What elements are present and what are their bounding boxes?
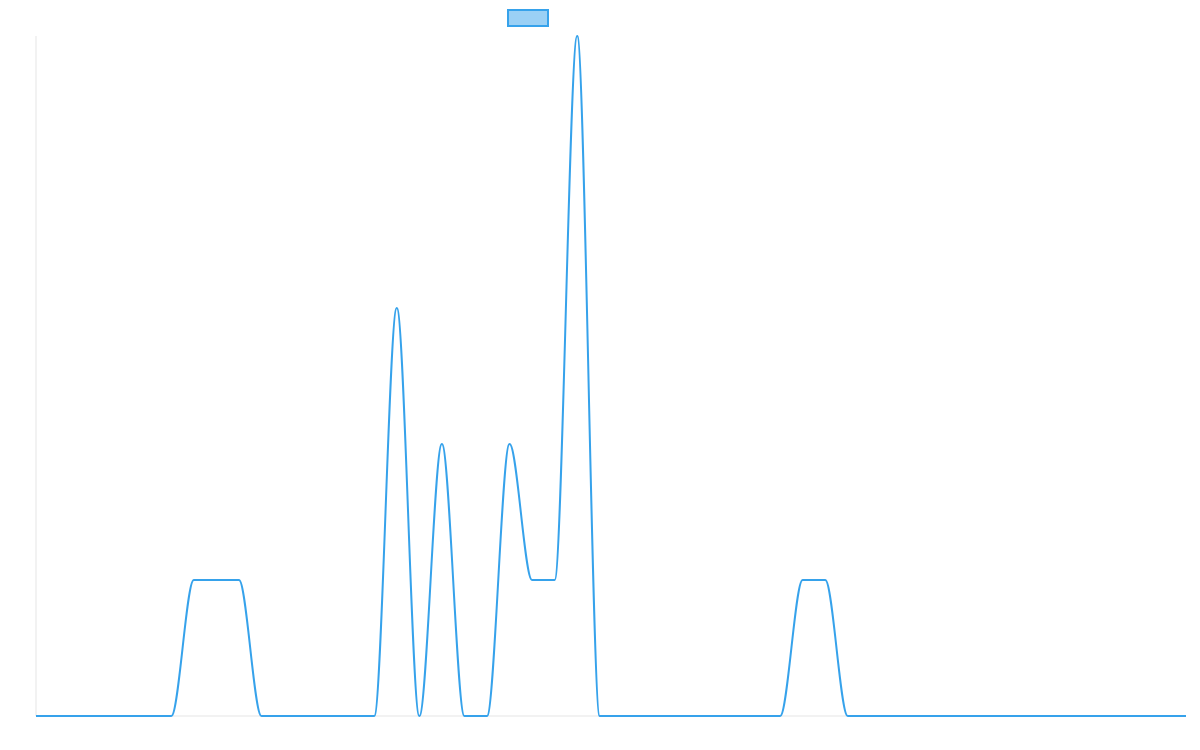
chart-axes: [35, 36, 1186, 717]
series-line: [36, 35, 1186, 717]
legend-swatch[interactable]: [507, 9, 549, 27]
chart-legend[interactable]: [507, 9, 549, 27]
chart-series: [36, 35, 1186, 717]
